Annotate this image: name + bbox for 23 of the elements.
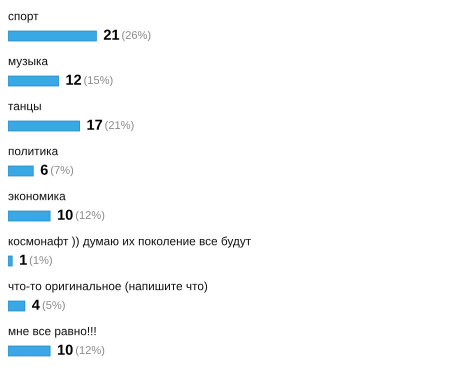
bar (8, 30, 97, 42)
y-tick-label: мне все равно!!! (8, 327, 96, 338)
data-label: 12 (15%) (66, 74, 113, 86)
data-label: 17 (21%) (87, 120, 134, 132)
bar (8, 76, 59, 86)
y-tick-label: экономика (8, 194, 66, 200)
bar (8, 166, 34, 176)
data-label: 6 (7%) (40, 164, 74, 176)
y-tick-label: космонафт )) думаю их поколение все будут (8, 236, 251, 248)
data-label: 21 (26%) (104, 30, 150, 42)
data-label: 1 (1%) (20, 254, 52, 266)
y-tick-label: что-то оригинальное (напишите что) (8, 282, 208, 293)
bar (8, 300, 26, 312)
y-tick-label: танцы (8, 104, 41, 113)
y-tick-label: музыка (8, 58, 48, 68)
bar (8, 210, 51, 222)
bar (8, 346, 51, 356)
data-label: 10 (12%) (58, 344, 104, 356)
bar (8, 120, 80, 132)
data-label: 10 (12%) (58, 210, 104, 222)
y-tick-label: спорт (8, 14, 38, 23)
y-tick-label: политика (8, 148, 58, 156)
bar (8, 256, 13, 266)
